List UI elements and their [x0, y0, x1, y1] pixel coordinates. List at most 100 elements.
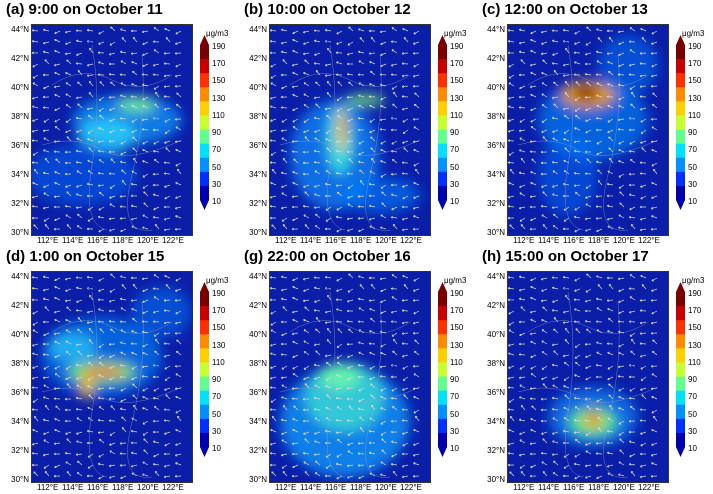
- colorbar-segment: [676, 157, 685, 173]
- colorbar-segment: [200, 390, 209, 406]
- panel-title: (h) 15:00 on October 17: [482, 248, 649, 265]
- colorbar-tick: 170: [212, 59, 226, 69]
- colorbar-min-arrow: [438, 200, 447, 210]
- colorbar-tick: 30: [688, 426, 697, 436]
- lat-label: 44°N: [487, 272, 505, 281]
- map-panel-b: (b) 10:00 on October 12 44°N 42°N 40°N 38°N 3…: [238, 0, 475, 247]
- lon-label: 112°E: [275, 483, 297, 492]
- colorbar-tick: 130: [688, 340, 702, 350]
- panel-title: (c) 12:00 on October 13: [482, 1, 648, 18]
- lat-label: 38°N: [487, 359, 505, 368]
- colorbar-segment: [438, 306, 447, 321]
- lat-label: 34°N: [11, 170, 29, 179]
- colorbar-segment: [438, 73, 447, 88]
- map-panel-g: (g) 22:00 on October 16 44°N 42°N 40°N 38°N 3…: [238, 247, 475, 494]
- lon-label: 118°E: [112, 483, 134, 492]
- colorbar-max-arrow: [200, 35, 209, 45]
- colorbar-segment: [438, 404, 447, 420]
- panel-title: (a) 9:00 on October 11: [6, 1, 163, 18]
- wind-vectors: [270, 26, 420, 233]
- lat-label: 36°N: [249, 141, 267, 150]
- lat-label: 34°N: [11, 417, 29, 426]
- lon-label: 112°E: [513, 483, 535, 492]
- colorbar-tick: 110: [450, 110, 463, 120]
- colorbar-segment: [676, 432, 685, 448]
- province-boundaries: [279, 44, 421, 231]
- lat-label: 42°N: [249, 301, 267, 310]
- colorbar-tick: 50: [450, 162, 459, 172]
- colorbar-tick: 170: [688, 306, 702, 316]
- lon-label: 120°E: [613, 483, 635, 492]
- colorbar-segment: [200, 115, 209, 131]
- colorbar-tick: 150: [688, 323, 702, 333]
- lat-label: 36°N: [11, 141, 29, 150]
- lat-label: 42°N: [487, 301, 505, 310]
- lat-label: 36°N: [487, 141, 505, 150]
- lat-label: 42°N: [487, 54, 505, 63]
- lon-label: 122°E: [400, 483, 422, 492]
- concentration-map: [31, 24, 193, 236]
- colorbar-tick: 190: [688, 289, 702, 298]
- lon-label: 114°E: [538, 236, 560, 245]
- lon-label: 112°E: [513, 236, 535, 245]
- lon-label: 112°E: [275, 236, 297, 245]
- colorbar-tick: 10: [212, 444, 221, 453]
- colorbar-tick: 10: [450, 444, 459, 453]
- colorbar-min-arrow: [676, 200, 685, 210]
- colorbar-tick: 70: [212, 392, 221, 402]
- colorbar-segment: [676, 101, 685, 116]
- colorbar-max-arrow: [438, 35, 447, 45]
- lat-label: 34°N: [249, 170, 267, 179]
- lon-label: 118°E: [588, 236, 610, 245]
- pollution-field: [42, 287, 192, 399]
- lon-label: 118°E: [588, 483, 610, 492]
- panel-title: (b) 10:00 on October 12: [244, 1, 411, 18]
- lat-label: 40°N: [487, 330, 505, 339]
- lat-label: 36°N: [249, 388, 267, 397]
- colorbar-segment: [200, 129, 209, 145]
- colorbar: [676, 35, 685, 210]
- colorbar-min-arrow: [200, 447, 209, 457]
- colorbar-tick: 130: [450, 93, 464, 103]
- colorbar-tick: 150: [450, 76, 464, 86]
- colorbar-segment: [438, 334, 447, 349]
- lat-label: 40°N: [249, 83, 267, 92]
- colorbar-tick: 150: [212, 76, 226, 86]
- colorbar-segment: [676, 320, 685, 335]
- colorbar-segment: [676, 334, 685, 349]
- colorbar-segment: [200, 334, 209, 349]
- colorbar-tick: 110: [212, 357, 225, 367]
- concentration-map: [269, 271, 431, 483]
- colorbar-max-arrow: [200, 282, 209, 292]
- lat-label: 36°N: [487, 388, 505, 397]
- colorbar-tick: 50: [688, 409, 697, 419]
- lon-label: 120°E: [375, 483, 397, 492]
- colorbar-segment: [676, 129, 685, 145]
- colorbar-tick: 10: [688, 444, 697, 453]
- colorbar-segment: [676, 390, 685, 406]
- colorbar-tick: 10: [212, 197, 221, 206]
- colorbar-unit: μg/m3: [682, 276, 705, 285]
- colorbar-segment: [676, 292, 685, 307]
- map-panel-d: (d) 1:00 on October 15 44°N 42°N 40°N 38°N 36…: [0, 247, 237, 494]
- colorbar-tick: 130: [688, 93, 702, 103]
- colorbar-tick: 70: [450, 392, 459, 402]
- lon-label: 112°E: [37, 236, 59, 245]
- lat-label: 40°N: [249, 330, 267, 339]
- colorbar-segment: [200, 45, 209, 60]
- colorbar-tick: 130: [450, 340, 464, 350]
- lat-label: 32°N: [11, 446, 29, 455]
- colorbar-segment: [200, 348, 209, 363]
- lat-label: 30°N: [11, 228, 29, 237]
- colorbar-max-arrow: [676, 282, 685, 292]
- pollution-field: [280, 362, 410, 477]
- colorbar-segment: [676, 171, 685, 187]
- colorbar-min-arrow: [438, 447, 447, 457]
- colorbar-tick: 10: [688, 197, 697, 206]
- colorbar-min-arrow: [676, 447, 685, 457]
- colorbar-tick: 170: [688, 59, 702, 69]
- lat-label: 44°N: [249, 25, 267, 34]
- lon-label: 116°E: [87, 483, 109, 492]
- panel-title: (g) 22:00 on October 16: [244, 248, 411, 265]
- lat-label: 38°N: [249, 112, 267, 121]
